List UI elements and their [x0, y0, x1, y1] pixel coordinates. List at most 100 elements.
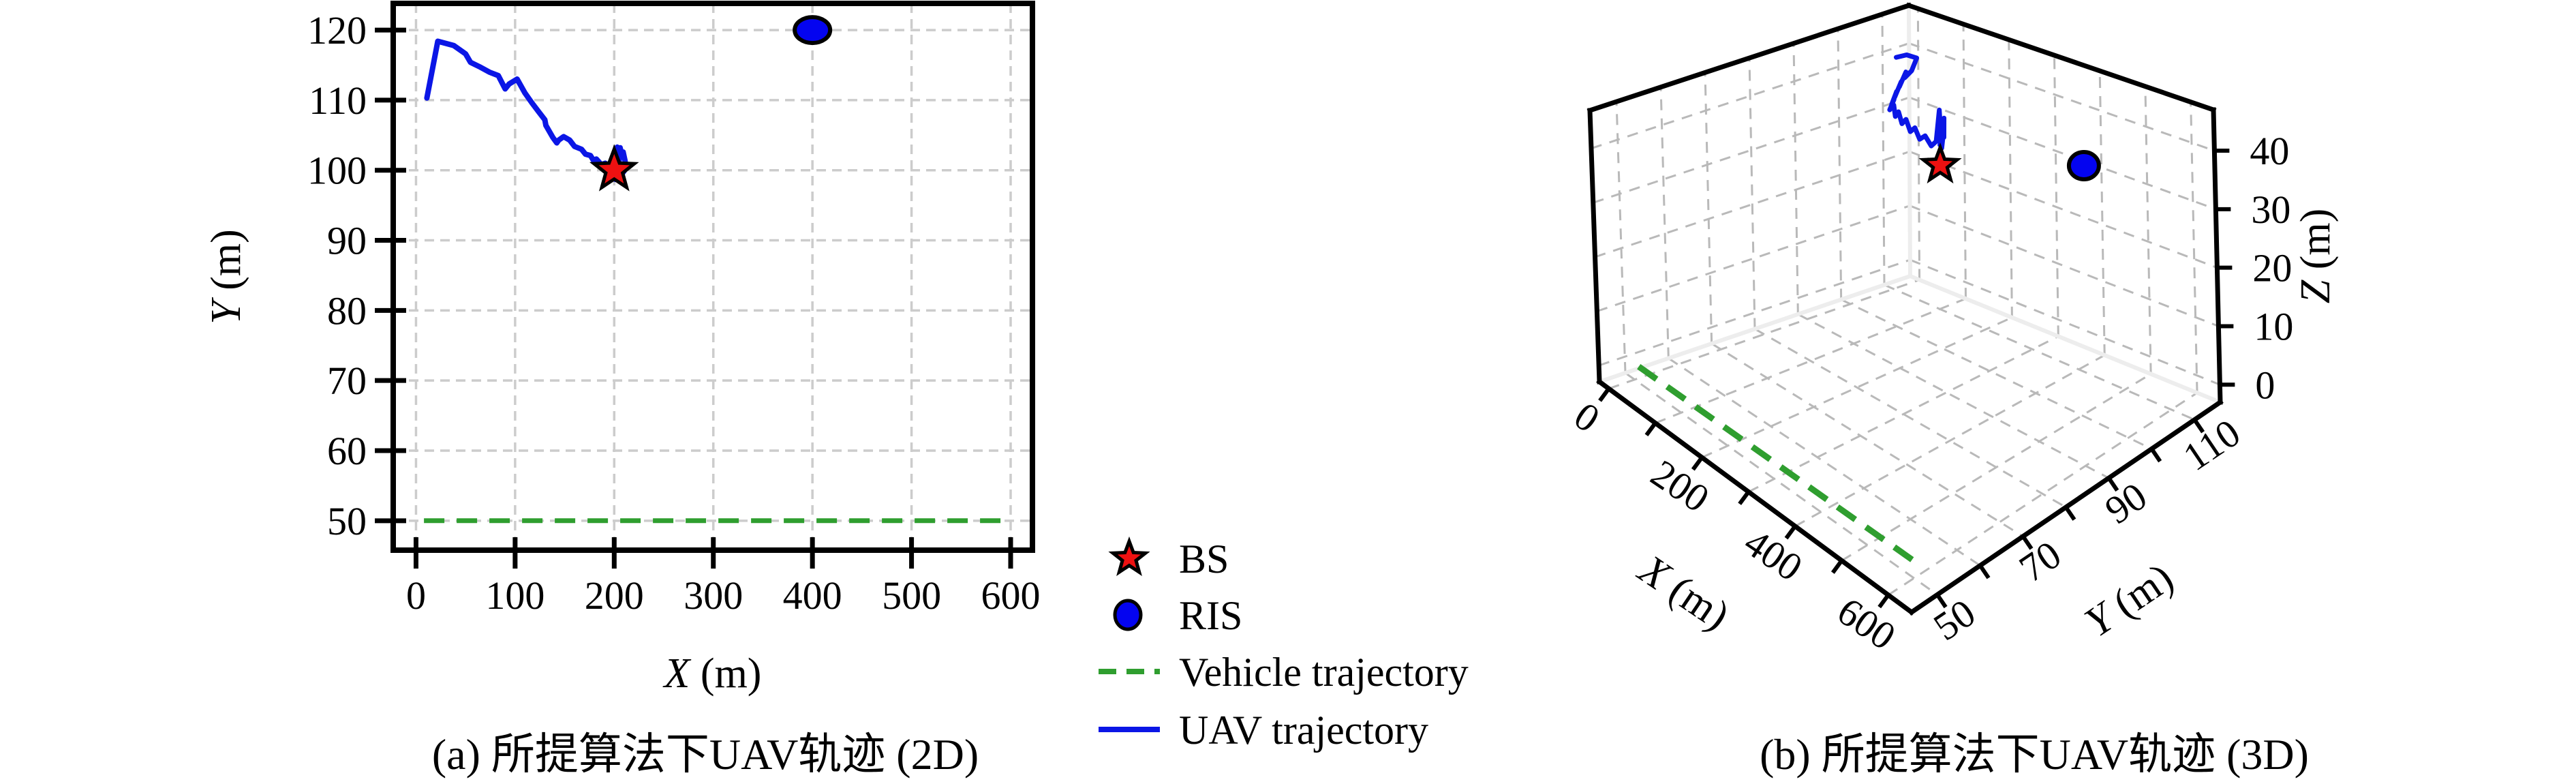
- y-tick-label: 50: [327, 499, 367, 543]
- wall-grid-z-left: [1596, 205, 1910, 312]
- x-tick-label: 300: [684, 573, 743, 618]
- wall-grid-x: [2144, 86, 2152, 374]
- wall-grid-x: [2190, 102, 2198, 393]
- x-axis-label-2d: X (m): [662, 650, 762, 697]
- legend-item-bs: BS: [1108, 536, 1229, 582]
- ticks-3d: [1598, 149, 2235, 609]
- legend-item-uav: UAV trajectory: [1099, 708, 1428, 753]
- pane-edge: [1907, 5, 1912, 277]
- x-tick-label: 500: [882, 573, 941, 618]
- grid-3d: [1591, 8, 2220, 597]
- y-tick-3d: [2021, 535, 2034, 550]
- y-tick-3d: [2106, 477, 2119, 492]
- wall-grid-y: [1659, 87, 1670, 359]
- wall-grid-z-right: [1909, 150, 2218, 269]
- y-tick-label: 60: [327, 429, 367, 473]
- y-tick-3d: [2064, 506, 2076, 521]
- z-tick-label-3d: 40: [2250, 129, 2289, 173]
- wall-grid-z-right: [1910, 258, 2220, 386]
- floor-grid-y: [1711, 342, 2024, 538]
- y-tick-label: 100: [307, 149, 367, 193]
- legend-label: UAV trajectory: [1179, 708, 1428, 753]
- wall-grid-z-left: [1593, 96, 1910, 204]
- z-tick-label-3d: 0: [2255, 363, 2275, 407]
- wall-grid-z-left: [1598, 258, 1911, 367]
- pane-edge: [1909, 274, 2222, 404]
- wall-grid-z-left: [1595, 150, 1910, 258]
- x-tick-3d: [1644, 421, 1657, 437]
- wall-grid-z-right: [1909, 205, 2219, 327]
- x-tick-label: 200: [585, 573, 644, 618]
- z-tick-label-3d: 20: [2252, 246, 2292, 290]
- y-tick-3d: [2192, 418, 2205, 434]
- pane-edge: [1599, 274, 1911, 384]
- y-tick-label-3d: 110: [2175, 410, 2248, 479]
- legend-label: Vehicle trajectory: [1179, 650, 1469, 695]
- wall-grid-x: [2008, 40, 2013, 318]
- floor-grid-y: [1625, 372, 1938, 596]
- floor-grid-x: [1794, 354, 2105, 528]
- ris-legend-icon: [1113, 599, 1143, 631]
- y-tick-label: 70: [327, 359, 367, 403]
- grid-2d: [393, 3, 1032, 550]
- y-tick-label: 80: [327, 288, 367, 333]
- z-axis-label-3d: Z (m): [2293, 209, 2339, 304]
- wall-grid-y: [1881, 14, 1886, 285]
- x-tick-3d: [1877, 593, 1890, 609]
- y-tick-3d: [2149, 447, 2162, 463]
- x-tick-label: 400: [783, 573, 842, 618]
- floor-grid-y: [1668, 357, 1981, 567]
- pane-edges: [1599, 5, 2222, 404]
- wall-grid-y: [1704, 72, 1713, 344]
- vehicle-trajectory-3d: [1637, 364, 1916, 564]
- x-axis-label-3d: X (m): [1629, 545, 1738, 639]
- floor-grid-x: [1841, 373, 2151, 562]
- floor-grid-y: [1884, 284, 2195, 421]
- wall-grid-y: [1792, 43, 1799, 314]
- x-tick-label: 600: [981, 573, 1041, 618]
- ris-marker-3d: [2066, 149, 2101, 181]
- x-axis-edge: [1596, 378, 1915, 616]
- wall-grid-z-right: [1909, 96, 2216, 211]
- ticks-2d: [375, 27, 1013, 569]
- x-tick-3d: [1738, 490, 1751, 505]
- top-right-edge: [1905, 2, 2217, 113]
- legend-item-vehicle: Vehicle trajectory: [1099, 650, 1469, 695]
- z-tick-label-3d: 10: [2254, 304, 2293, 348]
- y-tick-3d: [1935, 593, 1948, 609]
- floor-grid-x: [1608, 279, 1920, 390]
- floor-grid-x: [1748, 335, 2059, 493]
- floor-grid-y: [1754, 328, 2067, 509]
- bs-marker-3d: [1918, 142, 1962, 184]
- legend: BS RIS Vehicle trajectory UAV trajectory: [1099, 536, 1469, 753]
- z-tick-label-3d: 30: [2251, 187, 2290, 232]
- bs-legend-icon: [1108, 536, 1150, 576]
- wall-grid-y: [1615, 102, 1627, 374]
- wall-grid-y: [1748, 57, 1756, 329]
- wall-grid-x: [2053, 55, 2059, 337]
- bs-marker-2d: [589, 144, 639, 192]
- floor-grid-x: [1887, 391, 2198, 597]
- y-tick-label: 120: [307, 8, 367, 52]
- x-tick-3d: [1691, 456, 1704, 471]
- x-tick-label: 0: [406, 573, 426, 618]
- wall-grid-z-right: [1908, 42, 2215, 152]
- legend-label: BS: [1179, 537, 1229, 582]
- plot-2d: 0 100 200 300 400 500 600 50 60 70 80 90 100 110 120 X …: [203, 1, 1041, 697]
- x-tick-label-3d: 0: [1567, 393, 1608, 441]
- uav-trajectory-3d: [1887, 52, 1947, 151]
- axes-box-3d: [1586, 2, 2224, 616]
- wall-grid-x: [1962, 24, 1967, 299]
- wall-grid-x: [1916, 8, 1921, 280]
- y-tick-label: 110: [309, 78, 367, 123]
- y-axis-label-3d: Y (m): [2076, 554, 2181, 646]
- top-left-edge: [1586, 2, 1912, 114]
- wall-grid-y: [1837, 29, 1843, 300]
- x-tick-3d: [1784, 525, 1797, 540]
- uav-trajectory-2d: [424, 38, 628, 183]
- left-vertical-edge: [1587, 108, 1602, 385]
- legend-label: RIS: [1179, 593, 1242, 638]
